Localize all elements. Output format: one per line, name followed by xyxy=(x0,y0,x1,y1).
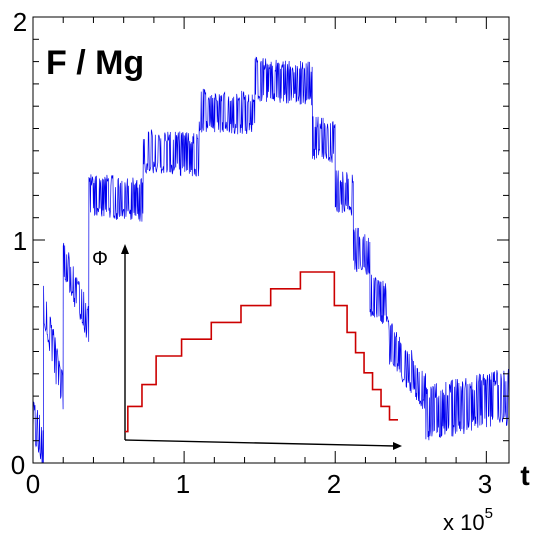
x-multiplier-label: x 105 xyxy=(443,505,493,535)
x-multiplier-base: x 10 xyxy=(443,510,485,535)
x-tick-label-1: 1 xyxy=(176,469,190,499)
inset-chart: Φ xyxy=(92,244,402,450)
x-axis-label: t xyxy=(520,460,529,491)
chart-title: F / Mg xyxy=(46,44,144,82)
x-multiplier-exponent: 5 xyxy=(485,505,493,522)
y-tick-label-2: 2 xyxy=(13,7,27,37)
inset-x-arrowhead xyxy=(393,442,402,450)
inset-y-arrowhead xyxy=(121,244,129,254)
inset-step-line xyxy=(125,271,398,433)
axis-ticks xyxy=(32,16,509,464)
inset-x-axis xyxy=(124,439,396,447)
y-tick-label-0: 0 xyxy=(11,450,25,480)
x-tick-label-3: 3 xyxy=(478,469,492,499)
x-tick-label-0: 0 xyxy=(26,469,40,499)
y-tick-label-1: 1 xyxy=(13,226,27,256)
x-tick-label-2: 2 xyxy=(327,469,341,499)
force-series-line xyxy=(32,56,510,464)
force-series xyxy=(32,56,510,464)
inset-y-label: Φ xyxy=(92,248,108,270)
